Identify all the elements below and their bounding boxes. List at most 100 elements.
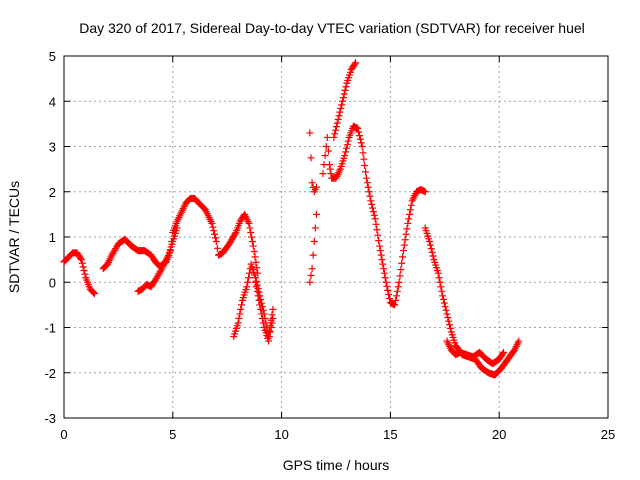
data-point [307,154,315,162]
y-tick-label: 3 [49,140,56,155]
series-segment-8 [319,122,429,309]
x-tick-label: 10 [274,427,288,442]
series-segment-3 [134,224,181,295]
data-point [399,253,407,261]
data-point [342,83,350,91]
data-point [326,165,334,173]
data-point [80,266,88,274]
series-segment-7 [306,129,320,196]
x-tick-label: 0 [60,427,67,442]
data-point [306,278,314,286]
data-point [245,219,253,227]
data-point [362,174,370,182]
data-point [440,299,448,307]
series-segment-4 [230,260,277,341]
data-point [446,321,454,329]
data-point [79,263,87,271]
data-point [78,259,86,267]
data-point [338,101,346,109]
data-point [211,230,219,238]
data-point [257,305,265,313]
data-point [439,292,447,300]
data-point [376,242,384,250]
data-point [339,94,347,102]
x-tick-label: 20 [492,427,506,442]
data-point [330,133,338,141]
data-point [342,144,350,152]
data-point [421,188,429,196]
data-point [323,133,331,141]
data-point [342,148,350,156]
series-segment-11 [443,337,508,368]
data-point [437,283,445,291]
data-point [380,265,388,273]
data-point [333,119,341,127]
x-tick-label: 5 [169,427,176,442]
data-point [77,256,85,264]
data-point [371,215,379,223]
data-point [372,220,380,228]
chart-title: Day 320 of 2017, Sidereal Day-to-day VTE… [79,20,585,36]
data-point [401,236,409,244]
data-point [383,282,391,290]
data-point [265,333,273,341]
data-point [268,311,276,319]
data-point [438,287,446,295]
data-point [236,310,244,318]
data-point [428,248,436,256]
data-point [81,270,89,278]
series-segment-9 [330,59,360,141]
data-point [355,128,363,136]
data-point [319,170,327,178]
data-point [426,238,434,246]
data-point [173,224,181,232]
series-segment-5 [251,278,277,345]
data-point [446,324,454,332]
y-axis-label: SDTVAR / TECUs [6,181,22,293]
data-point [253,264,261,272]
data-point [362,168,370,176]
data-point [157,266,165,274]
data-point [312,183,320,191]
data-point [392,296,400,304]
data-point [324,147,332,155]
data-point [244,278,252,286]
data-point [356,132,364,140]
data-point [341,86,349,94]
data-point [358,143,366,150]
data-point [499,350,507,358]
data-point [392,292,400,300]
data-point [259,319,267,327]
data-point [396,272,404,280]
data-point [374,231,382,239]
data-point [364,183,372,191]
data-point [377,251,385,259]
data-point [427,245,435,253]
series-segment-2 [99,195,262,277]
data-point [247,228,255,236]
data-point [307,271,315,279]
data-point [231,230,239,238]
data-point [382,278,390,286]
y-tick-label: 1 [49,230,56,245]
data-point [439,295,447,303]
data-point [245,274,253,282]
data-point [373,226,381,234]
data-point [397,266,405,274]
data-point [310,238,318,246]
data-point [334,115,342,123]
data-point [445,317,453,325]
data-point [351,60,359,68]
y-tick-label: 5 [49,49,56,64]
data-point [90,290,98,298]
data-point [312,210,320,218]
data-point [381,274,389,282]
data-point [368,200,376,208]
data-point [343,141,351,149]
data-point [251,253,259,261]
data-point [406,210,414,218]
data-point [327,170,335,178]
data-points [60,59,523,379]
x-axis-label: GPS time / hours [283,457,390,473]
data-point [252,258,260,266]
